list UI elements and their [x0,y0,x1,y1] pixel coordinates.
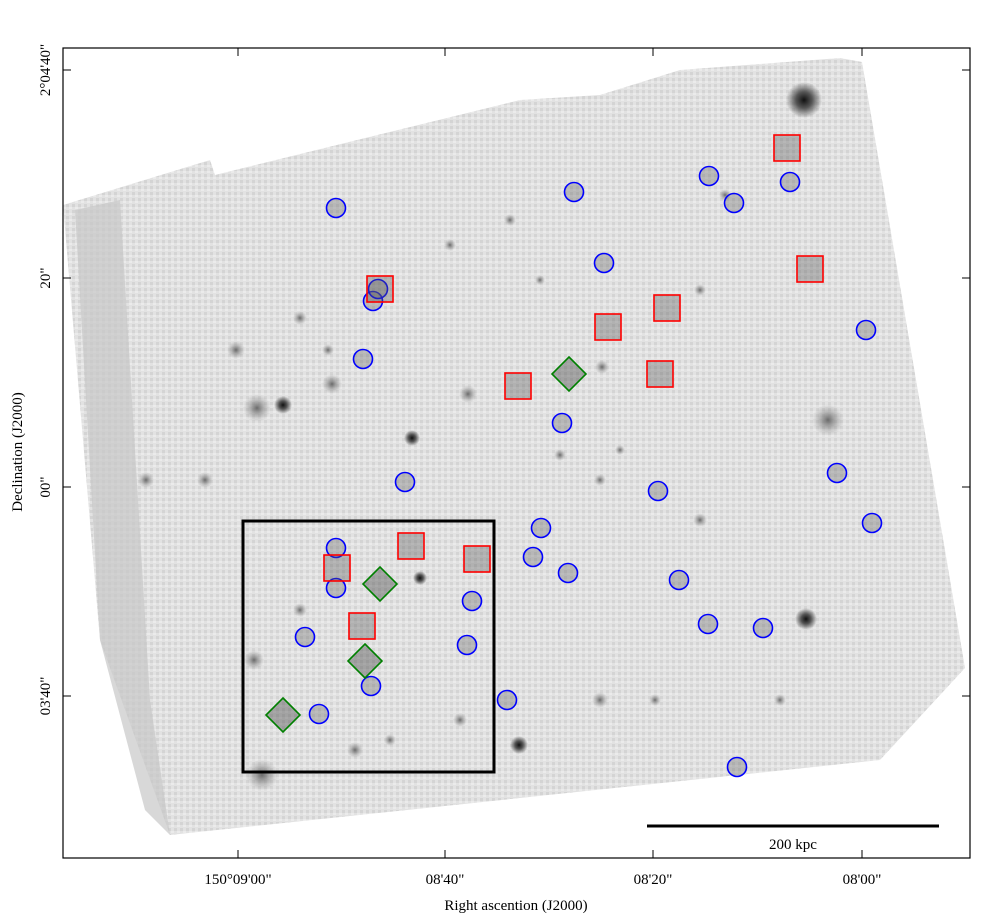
member-circle [325,197,347,219]
y-tick-label: 00" [38,476,54,497]
member-circle [826,462,848,484]
spectroscopic-square [646,360,674,388]
galaxy-source [384,734,396,746]
galaxy-source [812,404,844,436]
member-circle [325,537,347,559]
member-circle [352,348,374,370]
member-circle [563,181,585,203]
galaxy-source [347,742,363,758]
spectroscopic-square [594,313,622,341]
galaxy-source [246,759,278,791]
member-circle [496,689,518,711]
galaxy-source [197,472,213,488]
member-circle [668,569,690,591]
image-mosaic-shade [75,200,170,835]
galaxy-source [719,189,731,201]
member-circle [752,617,774,639]
member-circle [855,319,877,341]
source-layer [138,82,844,791]
member-circle [360,675,382,697]
candidate-diamond [264,696,302,734]
candidate-diamond [550,355,588,393]
plot-frame [62,47,971,859]
galaxy-source [694,284,706,296]
member-circle [394,471,416,493]
marker-layer [264,134,883,778]
galaxy-source [554,449,566,461]
candidate-diamond [361,565,399,603]
member-circle [698,165,720,187]
member-circle [461,590,483,612]
zoom-box [241,519,496,774]
galaxy-source [504,214,516,226]
x-axis-title: Right ascention (J2000) [444,898,587,914]
member-circle [308,703,330,725]
spectroscopic-square [796,255,824,283]
galaxy-source [615,445,625,455]
candidate-diamond [346,642,384,680]
galaxy-source [138,472,154,488]
member-circle [697,613,719,635]
member-circle [726,756,748,778]
galaxy-source [459,385,477,403]
galaxy-source [649,694,661,706]
galaxy-source [227,341,245,359]
member-circle [362,290,384,312]
member-circle [551,412,573,434]
member-circle [294,626,316,648]
member-circle [367,278,389,300]
member-circle [647,480,669,502]
galaxy-source [693,513,707,527]
galaxy-source [322,374,342,394]
galaxy-source [795,608,817,630]
galaxy-source [413,571,427,585]
galaxy-source [243,394,271,422]
member-circle [325,577,347,599]
x-tick-label: 150°09'00" [204,872,271,888]
y-tick-label: 2°04'40" [38,44,54,96]
spectroscopic-square [323,554,351,582]
ticks [63,48,970,858]
galaxy-source [453,713,467,727]
galaxy-source [535,275,545,285]
spectroscopic-square [463,545,491,573]
spectroscopic-square [653,294,681,322]
galaxy-source [404,430,420,446]
galaxy-source [786,82,822,118]
spectroscopic-square [348,612,376,640]
image-mosaic [63,58,965,835]
member-circle [593,252,615,274]
member-circle [861,512,883,534]
galaxy-source [244,650,264,670]
galaxy-source [774,694,786,706]
member-circle [522,546,544,568]
galaxy-source [444,239,456,251]
member-circle [779,171,801,193]
galaxy-source [293,603,307,617]
spectroscopic-square [504,372,532,400]
scale-bar-label: 200 kpc [769,837,817,853]
galaxy-source [293,311,307,325]
member-circle [557,562,579,584]
galaxy-source [322,344,334,356]
spectroscopic-square [366,275,394,303]
y-tick-label: 03'40" [38,677,54,716]
spectroscopic-square [773,134,801,162]
galaxy-source [594,474,606,486]
galaxy-source [274,396,292,414]
x-tick-label: 08'40" [426,872,465,888]
x-tick-label: 08'20" [634,872,673,888]
member-circle [530,517,552,539]
galaxy-source [595,360,609,374]
y-tick-label: 20" [38,267,54,288]
galaxy-source [592,692,608,708]
x-tick-label: 08'00" [843,872,882,888]
member-circle [723,192,745,214]
member-circle [456,634,478,656]
galaxy-source [510,736,528,754]
y-axis-title: Declination (J2000) [10,392,26,512]
spectroscopic-square [397,532,425,560]
